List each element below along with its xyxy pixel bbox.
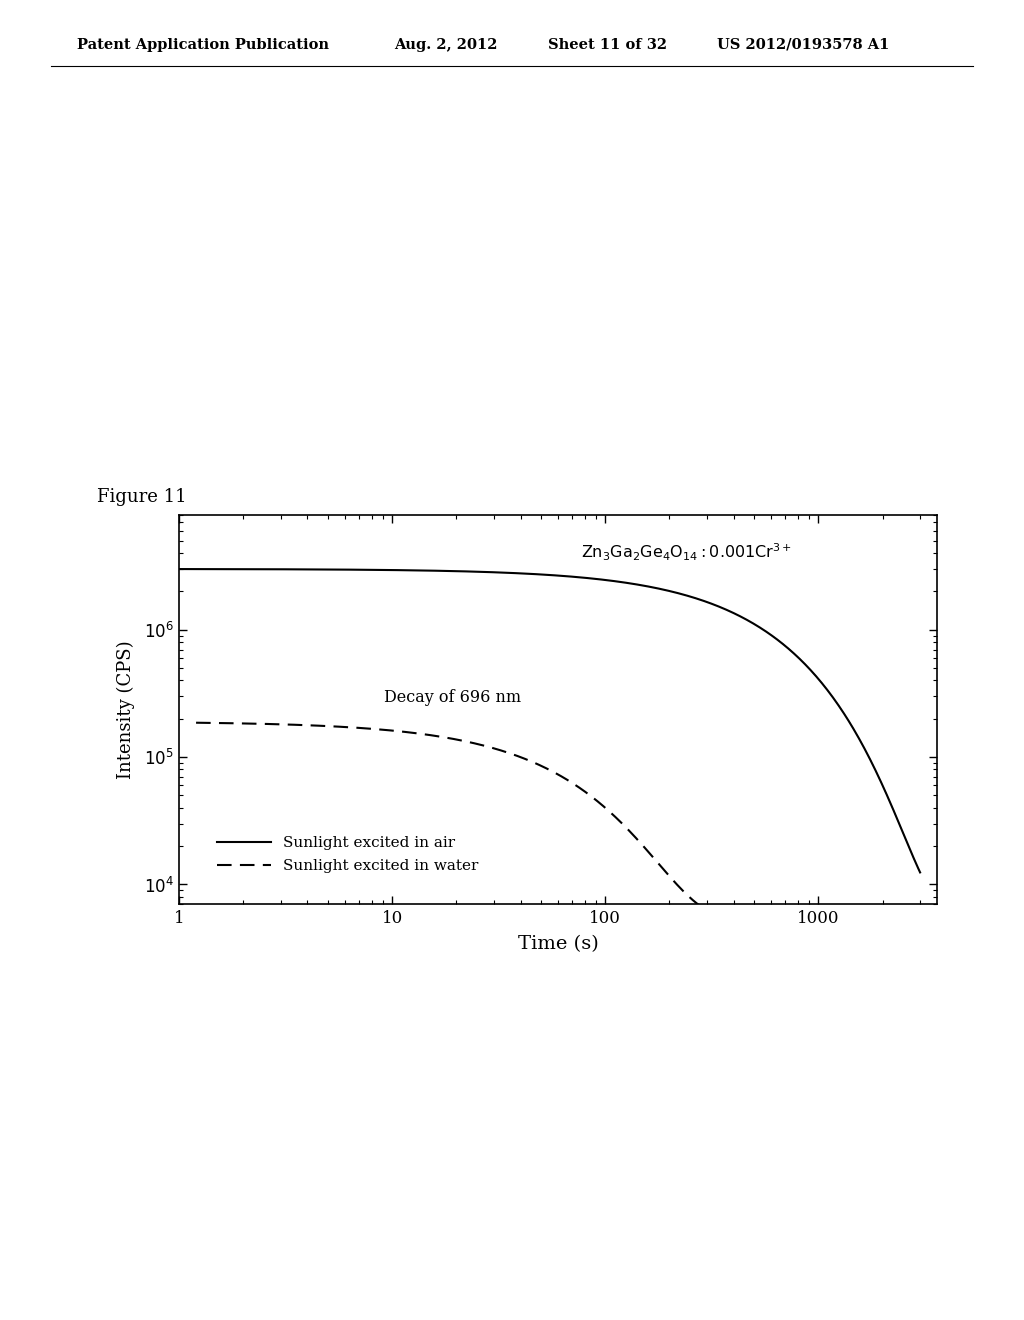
Text: Figure 11: Figure 11: [97, 487, 187, 506]
Legend: Sunlight excited in air, Sunlight excited in water: Sunlight excited in air, Sunlight excite…: [217, 836, 478, 874]
Text: Sheet 11 of 32: Sheet 11 of 32: [548, 38, 667, 51]
Y-axis label: Intensity (CPS): Intensity (CPS): [117, 640, 135, 779]
Text: $\mathrm{Zn_3Ga_2Ge_4O_{14}:0.001Cr^{3+}}$: $\mathrm{Zn_3Ga_2Ge_4O_{14}:0.001Cr^{3+}…: [581, 543, 792, 564]
Text: US 2012/0193578 A1: US 2012/0193578 A1: [717, 38, 889, 51]
X-axis label: Time (s): Time (s): [518, 935, 598, 953]
Text: Patent Application Publication: Patent Application Publication: [77, 38, 329, 51]
Text: Aug. 2, 2012: Aug. 2, 2012: [394, 38, 498, 51]
Text: Decay of 696 nm: Decay of 696 nm: [384, 689, 521, 706]
